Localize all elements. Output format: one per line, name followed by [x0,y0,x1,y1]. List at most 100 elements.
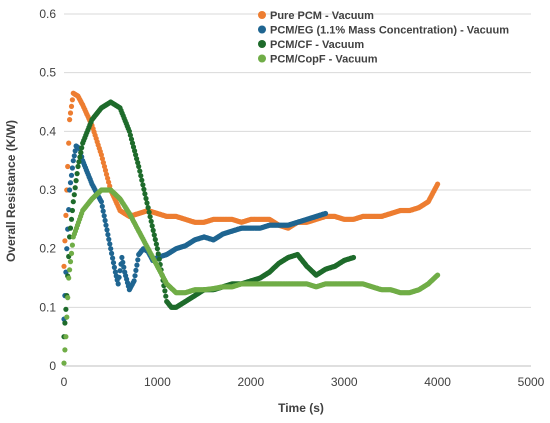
data-point [69,165,75,171]
data-point [103,171,110,177]
data-point [64,246,70,252]
data-point [103,222,109,228]
data-point [162,288,168,294]
legend-marker [258,25,266,34]
data-point [139,177,145,183]
data-point [142,191,148,197]
data-point [105,175,111,181]
data-point [74,171,80,177]
legend-label: PCM/CF - Vacuum [270,39,364,51]
data-point [110,260,117,266]
data-point [133,267,139,273]
x-tick-label: 2000 [237,375,264,389]
data-point [144,200,150,206]
data-point [63,334,69,340]
data-point [105,232,111,238]
data-point [132,273,138,279]
legend-label: PCM/CopF - Vacuum [270,54,378,66]
data-point [106,236,112,242]
data-point [137,168,143,174]
y-tick-label: 0.4 [39,124,56,138]
data-point [163,293,169,299]
data-point [104,227,110,233]
data-point [71,153,77,159]
data-point [119,254,125,261]
data-point [102,217,108,224]
data-point [77,154,83,160]
legend: Pure PCM - Vacuum PCM/EG (1.1% Mass Conce… [258,10,509,66]
data-point [126,128,132,134]
data-point [106,179,112,185]
data-point [110,255,116,261]
data-point [67,117,73,123]
y-tick-label: 0.5 [39,66,56,80]
data-point [76,159,82,165]
legend-marker [258,54,266,63]
data-point [63,269,69,275]
data-point [151,232,157,238]
data-point [67,234,73,240]
data-point [152,236,158,243]
x-axis-label: Time (s) [278,401,324,415]
data-point [102,167,109,173]
data-point [153,241,159,247]
legend-marker [258,40,266,48]
data-point [70,199,76,205]
data-point [68,250,75,256]
data-point [146,209,152,215]
series-1 [61,143,329,322]
y-tick-label: 0.6 [39,7,56,21]
x-tick-label: 0 [61,375,68,389]
legend-label: PCM/EG (1.1% Mass Concentration) - Vacuu… [270,25,509,37]
data-point [132,148,138,154]
data-point [133,152,139,158]
series-layer [61,90,441,366]
data-point [130,144,137,150]
data-point [69,207,75,214]
data-point [67,110,74,116]
data-point [147,214,153,220]
data-point [68,103,75,109]
x-tick-label: 4000 [424,375,451,389]
data-point [99,156,105,162]
data-point [62,347,68,353]
data-point [98,152,104,158]
data-point [145,205,151,211]
y-tick-label: 0 [49,359,56,373]
y-axis-label: Overall Resistance (K/W) [4,120,18,262]
data-point [135,160,141,166]
data-point [98,199,104,205]
data-point [70,158,76,164]
data-point [78,149,84,156]
y-tick-label: 0.2 [39,242,56,256]
data-point [112,269,118,275]
data-point [65,163,71,170]
data-point [65,295,71,301]
data-point [100,208,106,214]
data-point [136,163,142,170]
data-point [69,97,75,103]
data-point [107,241,113,247]
data-point [64,314,70,320]
data-point [71,192,77,198]
data-point [115,281,121,287]
data-point [63,306,69,312]
data-point [67,180,74,186]
legend-item: PCM/CF - Vacuum [258,39,364,51]
data-point [68,216,75,222]
data-point [101,213,107,219]
data-point [101,163,108,170]
data-point [322,210,329,217]
data-point [141,186,147,192]
legend-item: PCM/CopF - Vacuum [258,54,378,66]
data-point [350,254,357,261]
x-tick-label: 3000 [331,375,358,389]
data-point [129,140,136,146]
data-point [134,156,140,162]
data-point [68,172,75,178]
data-point [75,163,81,170]
data-point [72,185,78,191]
data-point [128,136,135,142]
